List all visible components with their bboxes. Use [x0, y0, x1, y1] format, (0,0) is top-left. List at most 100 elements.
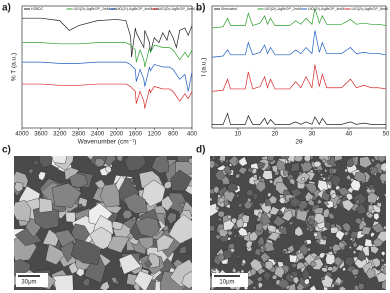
crystal: [330, 192, 338, 199]
crystal: [285, 250, 289, 255]
crystal: [354, 217, 363, 225]
crystal: [383, 262, 386, 267]
crystal: [107, 235, 131, 254]
crystal: [353, 275, 358, 279]
crystal: [356, 249, 367, 262]
crystal: [305, 239, 312, 245]
crystal: [296, 261, 306, 270]
crystal: [301, 267, 310, 280]
crystal: [282, 169, 289, 176]
crystal: [310, 169, 314, 173]
crystal: [300, 177, 305, 182]
crystal: [218, 197, 226, 204]
crystal: [267, 192, 272, 198]
crystal: [230, 248, 236, 253]
crystal: [82, 277, 91, 287]
crystal: [89, 226, 113, 250]
crystal: [51, 182, 82, 208]
crystal: [210, 197, 213, 202]
crystal: [252, 192, 259, 201]
crystal: [346, 158, 354, 168]
spectrum-line: [22, 17, 193, 58]
crystal: [353, 171, 366, 183]
x-tick-label: 30: [309, 132, 316, 138]
crystal: [338, 286, 346, 290]
crystal: [359, 156, 373, 169]
crystal: [235, 173, 240, 179]
x-axis-label: Wavenumber (cm⁻¹): [78, 139, 137, 146]
plot-frame: [211, 5, 387, 129]
crystal: [309, 284, 317, 290]
crystal: [179, 202, 185, 209]
crystal: [321, 234, 329, 241]
crystal: [324, 168, 328, 173]
crystal: [318, 252, 326, 259]
crystal: [343, 256, 355, 267]
crystal: [323, 200, 329, 206]
legend-label: UiO(Zr)-AgBrOP_4mM ads: [116, 7, 159, 11]
crystal: [298, 171, 302, 176]
crystal: [355, 202, 368, 215]
panel-label: b): [196, 3, 205, 14]
crystal: [261, 247, 266, 252]
crystal: [370, 245, 380, 255]
crystal: [245, 240, 254, 249]
crystal: [243, 200, 253, 210]
x-tick-label: 400: [187, 132, 198, 138]
crystal: [364, 238, 373, 247]
crystal: [65, 211, 77, 223]
plot-frame: [21, 5, 193, 129]
crystal: [338, 241, 346, 250]
crystal: [52, 274, 74, 290]
x-tick-label: 3200: [53, 132, 67, 138]
crystal: [296, 282, 305, 290]
crystal: [366, 212, 374, 219]
crystal: [28, 168, 34, 175]
crystal: [324, 220, 332, 229]
crystal: [256, 276, 263, 283]
crystal: [261, 170, 273, 180]
crystal: [352, 241, 358, 248]
x-tick-label: 800: [168, 132, 179, 138]
crystal: [227, 182, 239, 193]
crystal: [268, 206, 281, 216]
crystal: [181, 271, 192, 289]
crystal: [317, 169, 322, 174]
crystal: [289, 178, 296, 185]
spectrum-line: [212, 112, 386, 126]
crystal: [275, 182, 289, 195]
crystal: [330, 226, 339, 234]
crystal: [318, 156, 330, 162]
crystal: [111, 221, 124, 230]
crystal: [260, 252, 271, 264]
crystal: [233, 233, 238, 238]
legend-label: UiO(Zr)-AgBrOP_2mM: [265, 7, 301, 11]
crystal: [260, 212, 272, 226]
crystal: [307, 247, 311, 252]
crystal: [286, 156, 296, 163]
crystal: [253, 174, 258, 179]
crystal: [371, 257, 381, 268]
crystal: [267, 156, 275, 162]
crystal: [38, 171, 47, 181]
x-tick-label: 10: [235, 132, 242, 138]
crystal: [379, 173, 386, 183]
sem-image: [14, 156, 192, 290]
crystal: [166, 212, 177, 225]
crystal: [297, 200, 309, 210]
crystal: [42, 228, 60, 247]
crystal: [168, 214, 192, 244]
crystal: [278, 197, 286, 204]
crystal: [326, 175, 332, 182]
crystal: [235, 254, 241, 259]
crystal: [382, 225, 386, 230]
crystal: [137, 237, 154, 250]
crystal: [341, 222, 352, 233]
crystal: [134, 270, 154, 290]
crystal: [367, 192, 379, 204]
scale-bar-label: 10μm: [219, 280, 234, 286]
crystal: [217, 217, 223, 222]
crystal: [277, 261, 285, 268]
crystal: [341, 199, 355, 212]
crystal: [277, 210, 284, 217]
